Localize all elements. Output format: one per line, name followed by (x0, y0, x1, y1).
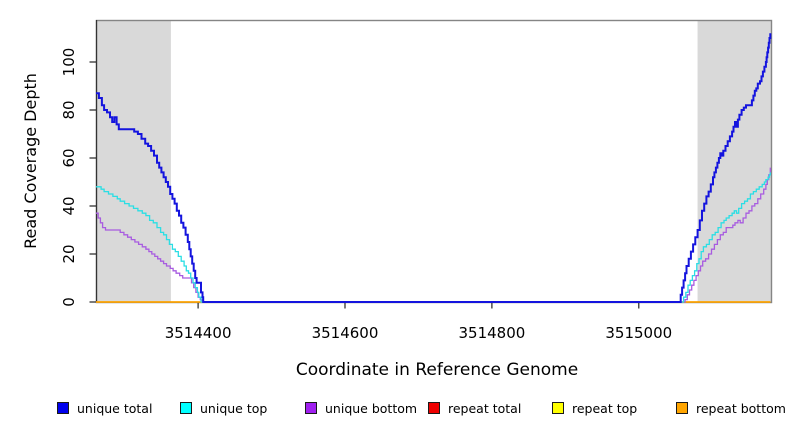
highlight-band (697, 20, 771, 302)
y-tick-label: 80 (60, 100, 78, 119)
legend-label-repeat-top: repeat top (572, 400, 638, 416)
y-tick-label: 0 (60, 297, 78, 307)
y-axis-label: Read Coverage Depth (21, 73, 40, 249)
legend-label-unique-total: unique total (77, 400, 153, 416)
legend-label-unique-bottom: unique bottom (325, 400, 418, 416)
plot-area: 3514400 3514600 3514800 3515000 0 20 40 60 80 100… (21, 19, 773, 380)
legend-item-repeat-total: repeat total (428, 399, 521, 417)
x-tick-label: 3514800 (458, 324, 525, 342)
x-tick-label: 3514400 (165, 324, 232, 342)
y-tick-label: 20 (60, 244, 78, 263)
legend-item-repeat-top: repeat top (552, 399, 637, 417)
legend-swatch-repeat-total (428, 402, 440, 414)
y-tick-label: 40 (60, 196, 78, 215)
legend-item-repeat-bottom: repeat bottom (676, 399, 786, 417)
legend-swatch-repeat-top (552, 402, 564, 414)
x-tick-label: 3515000 (605, 324, 672, 342)
plot-box (95, 19, 773, 304)
legend-label-repeat-total: repeat total (448, 400, 522, 416)
legend-swatch-unique-bottom (305, 402, 317, 414)
legend-label-unique-top: unique top (200, 400, 268, 416)
legend: unique total unique top unique bottom repea… (0, 399, 792, 423)
legend-item-unique-top: unique top (180, 399, 267, 417)
legend-item-unique-bottom: unique bottom (305, 399, 417, 417)
series-unique-bottom (96, 167, 771, 303)
y-tick-label: 60 (60, 148, 78, 167)
legend-swatch-repeat-bottom (676, 402, 688, 414)
legend-swatch-unique-top (180, 402, 192, 414)
series-unique-top (96, 172, 771, 303)
legend-label-repeat-bottom: repeat bottom (696, 400, 786, 416)
legend-item-unique-total: unique total (57, 399, 152, 417)
series-unique-total (96, 33, 772, 303)
highlight-band (96, 20, 171, 302)
y-tick-label: 100 (60, 48, 78, 77)
legend-swatch-unique-total (57, 402, 69, 414)
x-tick-label: 3514600 (312, 324, 379, 342)
x-axis-label: Coordinate in Reference Genome (296, 360, 578, 380)
